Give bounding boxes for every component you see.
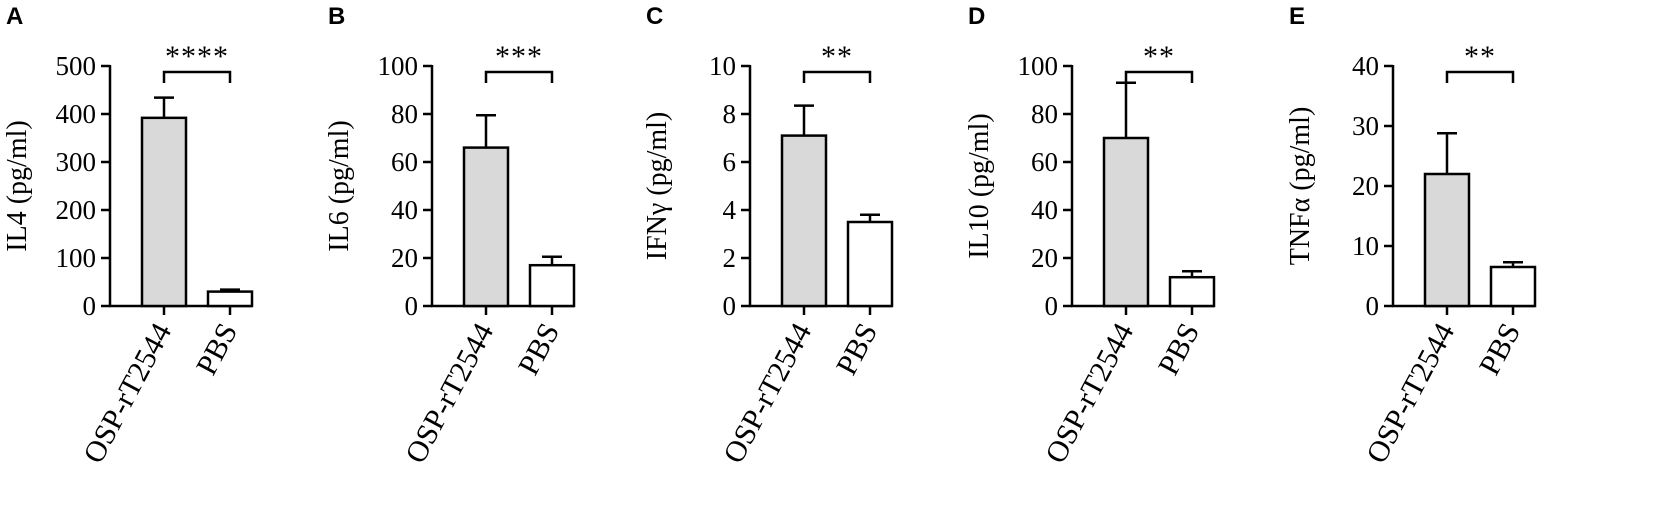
chart-panel-b: B IL6 (pg/ml) 0 20 40 60 80 100 OSP-rT2544 PBS ***	[324, 3, 576, 469]
significance-bracket	[162, 70, 232, 83]
y-tick-label: 40	[391, 195, 418, 225]
significance-bracket	[1445, 70, 1515, 83]
y-axis-label: TNFα (pg/ml)	[1285, 107, 1316, 266]
bar-osp-rt2544	[140, 116, 188, 308]
y-tick-label: 500	[56, 51, 97, 81]
x-category-label: PBS	[512, 318, 566, 381]
panel-letter: A	[6, 3, 23, 30]
x-category-label: OSP-rT2544	[1360, 318, 1461, 469]
y-axis-label: IL4 (pg/ml)	[2, 120, 33, 251]
bar-pbs	[846, 220, 894, 308]
y-tick-label: 40	[1031, 195, 1058, 225]
y-tick-label: 300	[56, 147, 97, 177]
y-tick-label: 4	[723, 195, 737, 225]
y-axis-label: IFNγ (pg/ml)	[642, 112, 673, 260]
y-tick-label: 100	[1018, 51, 1059, 81]
y-tick-label: 80	[1031, 99, 1058, 129]
panel-letter: D	[968, 3, 985, 30]
y-tick-label: 0	[1366, 291, 1380, 321]
panel-letter: E	[1289, 3, 1305, 30]
y-tick-label: 60	[391, 147, 418, 177]
y-tick-label: 30	[1352, 111, 1379, 141]
chart-panel-c: C IFNγ (pg/ml) 0 2 4 6 8 10 OSP-rT2544 PBS **	[642, 3, 894, 469]
significance-stars: ****	[165, 40, 229, 73]
y-tick-label: 8	[723, 99, 737, 129]
bar-pbs	[528, 263, 576, 308]
significance-stars: **	[1143, 40, 1175, 73]
y-tick-label: 20	[1352, 171, 1379, 201]
bar-osp-rt2544	[462, 146, 510, 308]
chart-panel-a: A IL4 (pg/ml) 0 100 200 300 400 500 OSP-rT2544 PB…	[2, 3, 254, 469]
x-category-label: PBS	[1152, 318, 1206, 381]
y-tick-label: 400	[56, 99, 97, 129]
y-tick-label: 2	[723, 243, 737, 273]
y-tick-label: 6	[723, 147, 737, 177]
y-tick-label: 200	[56, 195, 97, 225]
x-category-label: PBS	[830, 318, 884, 381]
y-tick-label: 40	[1352, 51, 1379, 81]
y-tick-label: 20	[1031, 243, 1058, 273]
x-category-label: PBS	[1473, 318, 1527, 381]
y-tick-label: 80	[391, 99, 418, 129]
significance-bracket	[802, 70, 872, 83]
y-axis-label: IL10 (pg/ml)	[964, 113, 995, 258]
significance-stars: **	[1464, 40, 1496, 73]
x-category-label: OSP-rT2544	[399, 318, 500, 469]
bar-pbs	[1168, 275, 1216, 308]
x-category-label: PBS	[190, 318, 244, 381]
chart-panel-e: E TNFα (pg/ml) 0 10 20 30 40 OSP-rT2544 PBS **	[1285, 3, 1537, 469]
bar-pbs	[1489, 265, 1537, 308]
x-category-label: OSP-rT2544	[717, 318, 818, 469]
y-tick-label: 0	[83, 291, 97, 321]
y-tick-label: 10	[1352, 231, 1379, 261]
y-tick-label: 100	[56, 243, 97, 273]
y-tick-label: 0	[1045, 291, 1059, 321]
bar-osp-rt2544	[1102, 136, 1150, 308]
y-tick-label: 0	[723, 291, 737, 321]
significance-stars: ***	[495, 40, 543, 73]
bar-osp-rt2544	[1423, 172, 1471, 308]
x-category-label: OSP-rT2544	[77, 318, 178, 469]
significance-bracket	[1124, 70, 1194, 83]
y-tick-label: 100	[378, 51, 419, 81]
y-tick-label: 10	[709, 51, 736, 81]
x-category-label: OSP-rT2544	[1039, 318, 1140, 469]
chart-panel-d: D IL10 (pg/ml) 0 20 40 60 80 100 OSP-rT2544 PBS **	[964, 3, 1216, 469]
y-axis-label: IL6 (pg/ml)	[324, 120, 355, 251]
significance-bracket	[484, 70, 554, 83]
bar-pbs	[206, 290, 254, 308]
significance-stars: **	[821, 40, 853, 73]
bar-osp-rt2544	[780, 134, 828, 308]
panel-letter: C	[646, 3, 663, 30]
y-tick-label: 0	[405, 291, 419, 321]
y-tick-label: 20	[391, 243, 418, 273]
panel-letter: B	[328, 3, 345, 30]
y-tick-label: 60	[1031, 147, 1058, 177]
